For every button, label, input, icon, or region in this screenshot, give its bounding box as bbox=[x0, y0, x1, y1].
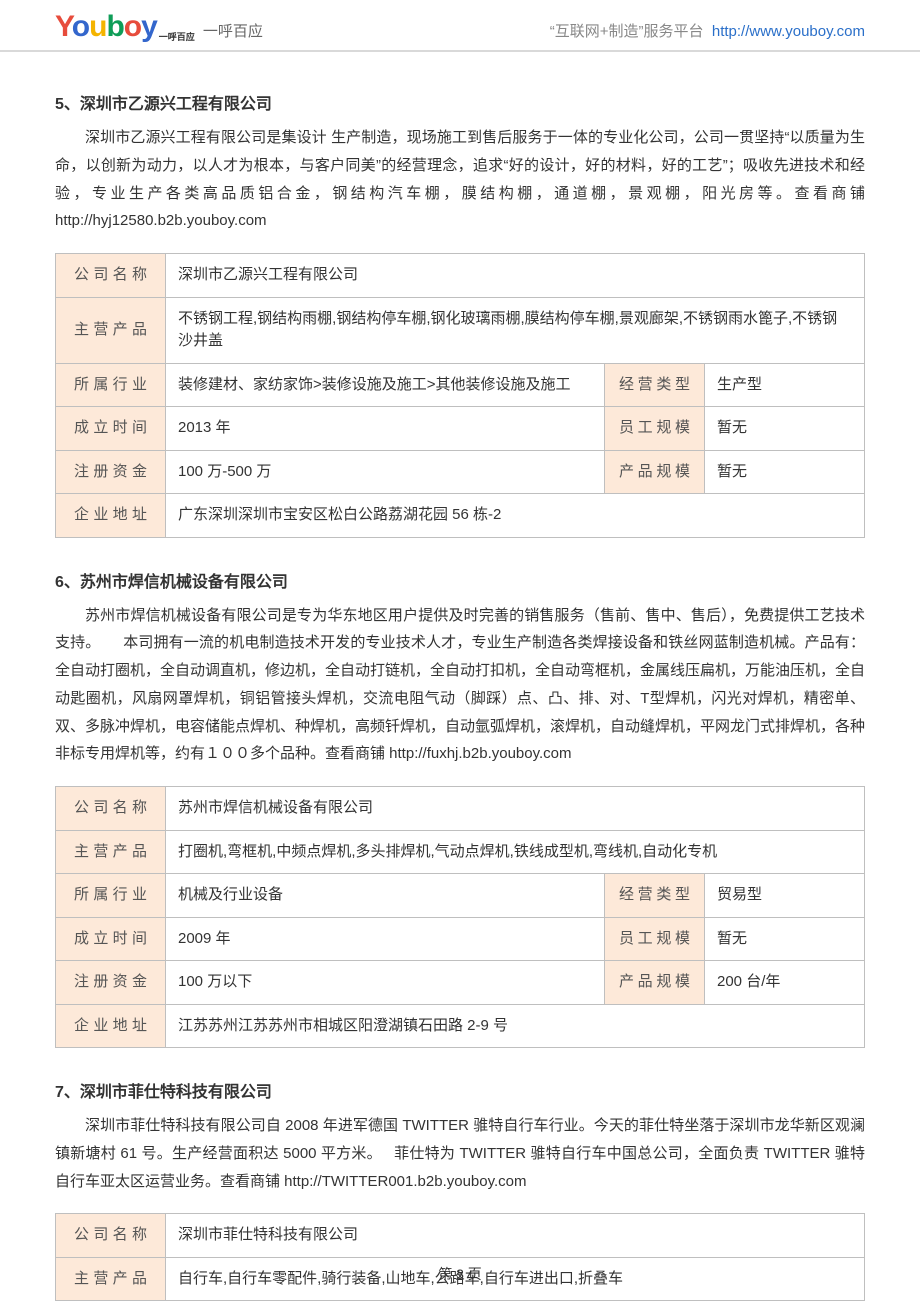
value-company-name: 深圳市乙源兴工程有限公司 bbox=[166, 254, 865, 298]
logo-superscript: 一呼百应 bbox=[159, 33, 195, 44]
label-address: 企业地址 bbox=[56, 1004, 166, 1048]
label-product-scale: 产品规模 bbox=[605, 961, 705, 1005]
value-industry: 装修建材、家纺家饰>装修设施及施工>其他装修设施及施工 bbox=[166, 363, 605, 407]
logo-subtitle: 一呼百应 bbox=[203, 20, 263, 44]
value-founded: 2009 年 bbox=[166, 917, 605, 961]
label-company-name: 公司名称 bbox=[56, 1214, 166, 1258]
value-capital: 100 万以下 bbox=[166, 961, 605, 1005]
label-product-scale: 产品规模 bbox=[605, 450, 705, 494]
value-capital: 100 万-500 万 bbox=[166, 450, 605, 494]
label-industry: 所属行业 bbox=[56, 874, 166, 918]
value-main-products: 不锈钢工程,钢结构雨棚,钢结构停车棚,钢化玻璃雨棚,膜结构停车棚,景观廊架,不锈… bbox=[166, 297, 865, 363]
label-staff: 员工规模 bbox=[605, 407, 705, 451]
section-title-6: 6、苏州市焊信机械设备有限公司 bbox=[55, 568, 865, 592]
value-main-products: 打圈机,弯框机,中频点焊机,多头排焊机,气动点焊机,铁线成型机,弯线机,自动化专… bbox=[166, 830, 865, 874]
label-staff: 员工规模 bbox=[605, 917, 705, 961]
value-staff: 暂无 bbox=[705, 407, 865, 451]
value-address: 江苏苏州江苏苏州市相城区阳澄湖镇石田路 2-9 号 bbox=[166, 1004, 865, 1048]
label-main-products: 主营产品 bbox=[56, 297, 166, 363]
page-footer: 第 3 页 bbox=[0, 1264, 920, 1284]
value-industry: 机械及行业设备 bbox=[166, 874, 605, 918]
company-table-5: 公司名称 深圳市乙源兴工程有限公司 主营产品 不锈钢工程,钢结构雨棚,钢结构停车… bbox=[55, 253, 865, 538]
value-company-name: 深圳市菲仕特科技有限公司 bbox=[166, 1214, 865, 1258]
section-title-7: 7、深圳市菲仕特科技有限公司 bbox=[55, 1078, 865, 1102]
value-founded: 2013 年 bbox=[166, 407, 605, 451]
header-tagline: “互联网+制造”服务平台 bbox=[550, 23, 704, 40]
label-main-products: 主营产品 bbox=[56, 830, 166, 874]
section-desc-5: 深圳市乙源兴工程有限公司是集设计 生产制造，现场施工到售后服务于一体的专业化公司… bbox=[55, 124, 865, 235]
section-desc-7: 深圳市菲仕特科技有限公司自 2008 年进军德国 TWITTER 骓特自行车行业… bbox=[55, 1112, 865, 1195]
label-address: 企业地址 bbox=[56, 494, 166, 538]
value-product-scale: 暂无 bbox=[705, 450, 865, 494]
value-product-scale: 200 台/年 bbox=[705, 961, 865, 1005]
section-desc-6: 苏州市焊信机械设备有限公司是专为华东地区用户提供及时完善的销售服务（售前、售中、… bbox=[55, 602, 865, 769]
company-table-7: 公司名称 深圳市菲仕特科技有限公司 主营产品 自行车,自行车零配件,骑行装备,山… bbox=[55, 1213, 865, 1301]
header-right: “互联网+制造”服务平台 http://www.youboy.com bbox=[550, 20, 865, 44]
label-industry: 所属行业 bbox=[56, 363, 166, 407]
label-founded: 成立时间 bbox=[56, 407, 166, 451]
label-company-name: 公司名称 bbox=[56, 254, 166, 298]
logo: Youboy bbox=[55, 10, 157, 44]
section-title-5: 5、深圳市乙源兴工程有限公司 bbox=[55, 90, 865, 114]
value-biz-type: 贸易型 bbox=[705, 874, 865, 918]
value-address: 广东深圳深圳市宝安区松白公路荔湖花园 56 栋-2 bbox=[166, 494, 865, 538]
value-company-name: 苏州市焊信机械设备有限公司 bbox=[166, 787, 865, 831]
label-biz-type: 经营类型 bbox=[605, 363, 705, 407]
header-url-link[interactable]: http://www.youboy.com bbox=[712, 23, 865, 40]
logo-block: Youboy 一呼百应 一呼百应 bbox=[55, 10, 263, 44]
label-biz-type: 经营类型 bbox=[605, 874, 705, 918]
label-capital: 注册资金 bbox=[56, 961, 166, 1005]
company-table-6: 公司名称 苏州市焊信机械设备有限公司 主营产品 打圈机,弯框机,中频点焊机,多头… bbox=[55, 786, 865, 1048]
label-founded: 成立时间 bbox=[56, 917, 166, 961]
value-staff: 暂无 bbox=[705, 917, 865, 961]
page-number: 第 3 页 bbox=[438, 1266, 482, 1282]
value-biz-type: 生产型 bbox=[705, 363, 865, 407]
page-header: Youboy 一呼百应 一呼百应 “互联网+制造”服务平台 http://www… bbox=[0, 0, 920, 52]
label-company-name: 公司名称 bbox=[56, 787, 166, 831]
label-capital: 注册资金 bbox=[56, 450, 166, 494]
page-content: 5、深圳市乙源兴工程有限公司 深圳市乙源兴工程有限公司是集设计 生产制造，现场施… bbox=[0, 52, 920, 1301]
